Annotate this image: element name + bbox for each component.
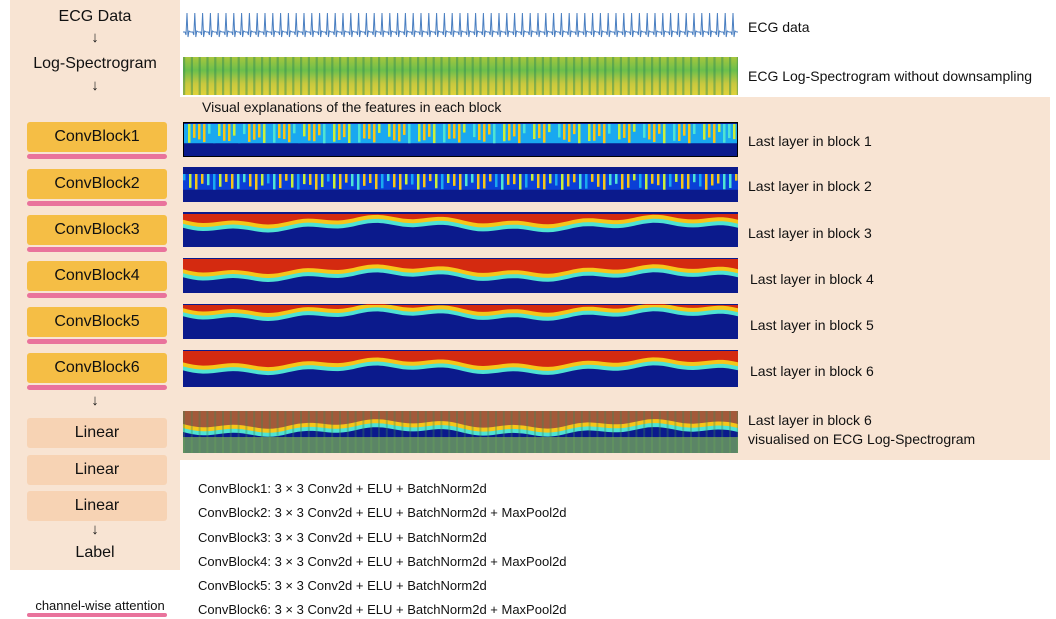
- conv-block-5: ConvBlock5: [27, 307, 167, 337]
- block1-heatmap: [183, 122, 738, 157]
- conv-block-1-config: ConvBlock1: 3 × 3 Conv2d + ELU + BatchNo…: [198, 481, 487, 496]
- channel-attention-bar: [27, 247, 167, 252]
- channel-attention-bar: [27, 201, 167, 206]
- spectrogram-image: [183, 57, 738, 95]
- ecg-data-label: ECG Data: [58, 8, 132, 25]
- conv-block-6-config: ConvBlock6: 3 × 3 Conv2d + ELU + BatchNo…: [198, 602, 567, 617]
- legend-channel-attention-swatch: [27, 613, 167, 617]
- channel-attention-bar: [27, 385, 167, 390]
- conv-block-3-config: ConvBlock3: 3 × 3 Conv2d + ELU + BatchNo…: [198, 530, 487, 545]
- ecg-trace-plot: [183, 12, 738, 38]
- log-spectrogram-label: Log-Spectrogram: [33, 55, 157, 72]
- linear-layer-2: Linear: [27, 455, 167, 485]
- output-label: Label: [75, 544, 115, 561]
- block1-caption: Last layer in block 1: [748, 133, 872, 149]
- down-arrow-icon: ↓: [91, 392, 99, 409]
- ecg-data-caption: ECG data: [748, 19, 810, 35]
- block5-caption: Last layer in block 5: [750, 317, 874, 333]
- panel-title: Visual explanations of the features in e…: [202, 99, 502, 115]
- block6-overlay-heatmap: [183, 411, 738, 453]
- down-arrow-icon: ↓: [91, 521, 99, 538]
- down-arrow-icon: ↓: [91, 29, 99, 46]
- conv-block-2: ConvBlock2: [27, 169, 167, 199]
- block4-caption: Last layer in block 4: [750, 271, 874, 287]
- conv-block-1: ConvBlock1: [27, 122, 167, 152]
- linear-layer-1: Linear: [27, 418, 167, 448]
- spectrogram-caption: ECG Log-Spectrogram without downsampling: [748, 68, 1033, 84]
- conv-block-4: ConvBlock4: [27, 261, 167, 291]
- conv-block-3: ConvBlock3: [27, 215, 167, 245]
- channel-attention-bar: [27, 339, 167, 344]
- block5-heatmap: [183, 304, 738, 339]
- block6-heatmap: [183, 350, 738, 387]
- linear-layer-3: Linear: [27, 491, 167, 521]
- block3-caption: Last layer in block 3: [748, 225, 872, 241]
- channel-attention-bar: [27, 293, 167, 298]
- block2-heatmap: [183, 167, 738, 202]
- overlay-caption-line2: visualised on ECG Log-Spectrogram: [748, 431, 976, 447]
- conv-block-2-config: ConvBlock2: 3 × 3 Conv2d + ELU + BatchNo…: [198, 505, 567, 520]
- legend-channel-attention-text: channel-wise attention: [35, 598, 165, 613]
- block4-heatmap: [183, 258, 738, 293]
- conv-block-5-config: ConvBlock5: 3 × 3 Conv2d + ELU + BatchNo…: [198, 578, 487, 593]
- ecg-trace-line: [183, 12, 738, 38]
- channel-attention-bar: [27, 154, 167, 159]
- overlay-caption-line1: Last layer in block 6: [748, 412, 872, 428]
- block6-caption: Last layer in block 6: [750, 363, 874, 379]
- conv-block-4-config: ConvBlock4: 3 × 3 Conv2d + ELU + BatchNo…: [198, 554, 567, 569]
- conv-block-6: ConvBlock6: [27, 353, 167, 383]
- block2-caption: Last layer in block 2: [748, 178, 872, 194]
- down-arrow-icon: ↓: [91, 77, 99, 94]
- block3-heatmap: [183, 212, 738, 247]
